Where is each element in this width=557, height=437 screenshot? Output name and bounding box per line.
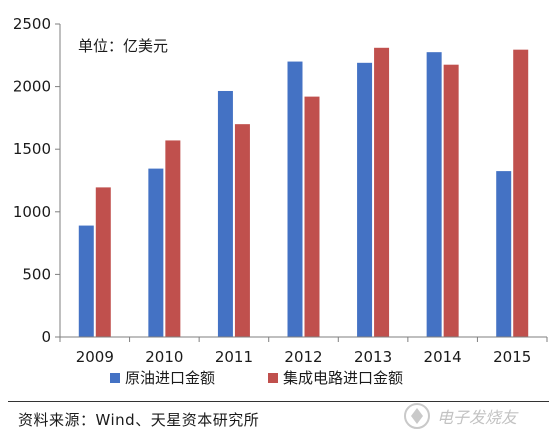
bar-crude-oil-2010 — [148, 168, 164, 337]
bar-crude-oil-2014 — [426, 52, 442, 338]
x-tick-label: 2015 — [493, 348, 531, 366]
x-tick-labels: 2009 2010 2011 2012 2013 2014 2015 — [59, 337, 548, 366]
legend-label: 原油进口金额 — [125, 369, 215, 387]
y-tick-labels: 0 500 1000 1500 2000 2500 — [13, 15, 60, 346]
bar-crude-oil-2011 — [217, 90, 233, 338]
legend-label: 集成电路进口金额 — [283, 369, 403, 387]
source-text: 资料来源：Wind、天星资本研究所 — [18, 411, 260, 429]
bar-crude-oil-2012 — [287, 61, 303, 338]
y-tick-label: 2500 — [13, 15, 51, 33]
bar-crude-oil-2013 — [357, 62, 373, 337]
bar-ic-2012 — [304, 96, 320, 337]
bar-crude-oil-2015 — [496, 171, 512, 337]
bar-ic-2013 — [374, 47, 390, 338]
legend: 原油进口金额 集成电路进口金额 — [110, 369, 403, 387]
watermark-text: 电子发烧友 — [437, 408, 519, 427]
x-tick-label: 2010 — [145, 348, 183, 366]
bar-crude-oil-2009 — [78, 225, 94, 337]
y-tick-label: 0 — [41, 328, 51, 346]
axes-group — [59, 24, 547, 338]
y-tick-label: 1000 — [13, 203, 51, 221]
bar-ic-2009 — [95, 187, 111, 337]
bar-ic-2015 — [513, 49, 529, 337]
watermark: 电子发烧友 — [404, 403, 519, 429]
x-tick-label: 2014 — [424, 348, 462, 366]
y-tick-label: 2000 — [13, 78, 51, 96]
y-tick-label: 1500 — [13, 140, 51, 158]
x-tick-label: 2011 — [215, 348, 253, 366]
x-tick-label: 2009 — [76, 348, 114, 366]
bars-group — [78, 47, 529, 338]
x-tick-label: 2013 — [354, 348, 392, 366]
logo-icon — [404, 403, 430, 429]
source-footer: 资料来源：Wind、天星资本研究所 — [0, 401, 557, 437]
bar-ic-2014 — [443, 64, 459, 337]
unit-label: 单位：亿美元 — [78, 37, 168, 55]
legend-swatch — [110, 373, 120, 383]
legend-swatch — [268, 373, 278, 383]
bar-ic-2011 — [234, 124, 250, 337]
y-tick-label: 500 — [22, 265, 51, 283]
x-tick-label: 2012 — [284, 348, 322, 366]
bar-ic-2010 — [165, 140, 181, 337]
footer-divider — [8, 401, 549, 402]
